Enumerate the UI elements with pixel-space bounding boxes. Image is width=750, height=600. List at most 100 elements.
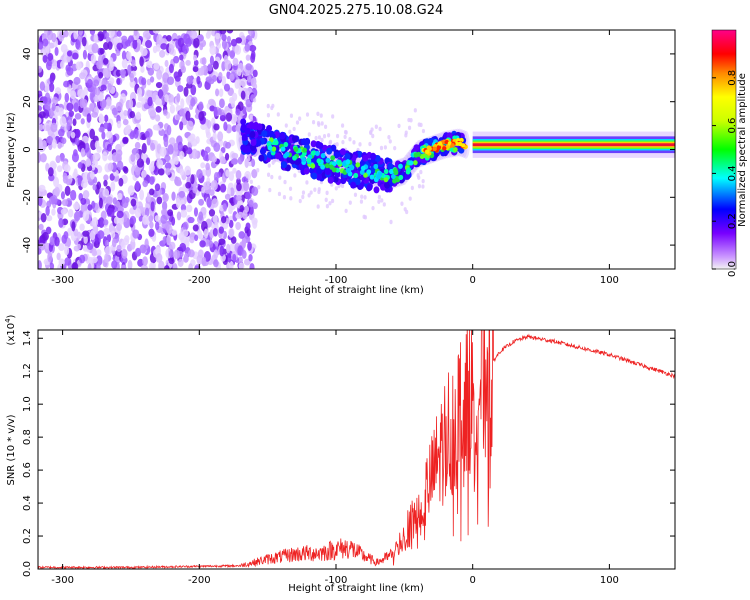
noise-blob [235,169,242,180]
noise-blob [130,65,138,72]
x-tick-label: 0 [470,575,476,586]
noise-blob [151,93,157,103]
noise-blob [243,181,250,192]
noise-blob [213,123,220,131]
x-tick-label: 100 [600,275,619,286]
noise-blob [42,38,49,47]
noise-blob [199,240,206,248]
noise-blob [229,50,235,60]
noise-blob [198,211,204,221]
noise-blob [166,76,175,86]
noise-blob [99,48,105,55]
noise-blob [196,75,201,85]
noise-blob [131,59,136,68]
ridge-blob [362,154,369,162]
noise-blob [148,228,155,237]
noise-blob [99,98,107,109]
noise-blob [340,123,345,128]
noise-blob [111,238,117,248]
noise-blob [328,201,332,206]
y-tick-label: 0.4 [22,495,33,511]
noise-blob [75,128,81,139]
noise-blob [96,262,101,269]
noise-blob [238,231,246,239]
noise-blob [230,236,237,244]
noise-blob [343,129,348,135]
ridge-peak [442,146,447,151]
noise-blob [319,113,323,118]
noise-blob [217,107,222,116]
noise-blob [177,141,183,152]
noise-blob [417,175,421,180]
noise-blob [127,185,135,196]
noise-blob [100,84,107,91]
noise-blob [108,30,115,38]
noise-blob [116,222,123,232]
noise-blob [81,36,87,47]
ridge-highlight [283,141,289,148]
noise-blob [213,106,218,118]
noise-blob [171,191,176,201]
noise-blob [47,167,54,177]
noise-blob [179,150,185,160]
colorbar-tick-label: 0.6 [727,118,738,134]
noise-blob [387,135,391,140]
noise-blob [102,57,109,65]
noise-blob [116,77,121,85]
ridge-blob [327,176,334,184]
noise-blob [245,191,252,200]
noise-blob [152,30,160,34]
noise-blob [301,190,306,195]
noise-blob [248,161,252,167]
ridge-highlight [283,153,288,159]
noise-blob [182,221,189,231]
noise-blob [57,142,62,149]
ridge-highlight [315,150,320,157]
x-tick-label: 100 [600,575,619,586]
noise-blob [134,141,141,150]
x-tick-label: -200 [188,575,211,586]
noise-blob [256,168,260,173]
noise-blob [330,198,335,204]
noise-blob [232,167,237,174]
noise-blob [165,167,171,176]
noise-blob [328,140,332,146]
noise-blob [164,222,170,231]
noise-blob [240,77,247,88]
noise-blob [215,88,220,97]
noise-blob [235,124,241,133]
noise-blob [166,234,172,246]
noise-blob [49,74,55,85]
noise-blob [135,153,140,161]
ridge-blob [241,133,248,141]
noise-blob [320,137,324,143]
noise-blob [235,108,241,116]
noise-blob [49,262,55,269]
noise-blob [41,139,47,150]
noise-blob [89,171,95,180]
noise-blob [124,196,130,204]
noise-blob [150,201,155,212]
noise-blob [389,219,393,225]
noise-blob [73,202,81,210]
ridge-highlight [316,158,322,164]
noise-blob [67,227,73,236]
noise-blob [142,256,148,266]
noise-blob [168,63,174,74]
snr-frame [37,329,676,570]
noise-blob [383,145,387,150]
noise-blob [73,228,79,237]
noise-blob [52,96,59,105]
noise-blob [78,30,84,36]
noise-blob [231,92,238,102]
noise-blob [298,198,302,204]
ridge-highlight [363,172,368,178]
noise-blob [316,204,320,209]
noise-blob [161,200,168,212]
ridge-highlight [320,164,325,170]
noise-blob [185,204,193,213]
noise-blob [421,178,425,184]
noise-blob [226,243,231,254]
noise-blob [221,75,227,87]
